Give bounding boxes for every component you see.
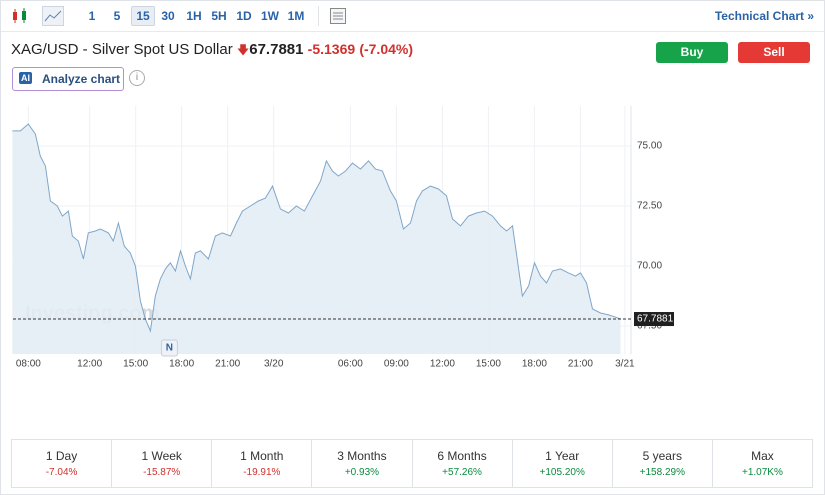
period-label: 1 Year [545,449,580,463]
buy-button[interactable]: Buy [656,42,728,63]
area-fill [12,124,621,354]
interval-button[interactable]: 5 [113,9,121,23]
period-change: +57.26% [442,467,482,478]
y-tick-label: 70.00 [637,261,662,272]
interval-button[interactable]: 1 [88,9,96,23]
y-tick-label: 67.50 [637,321,662,332]
price-chart: Investing.com67.5070.0072.5075.0008:0012… [12,106,674,370]
ai-badge: AI [19,72,32,84]
news-marker-label: N [166,343,173,354]
interval-button[interactable]: 1W [261,9,279,23]
x-tick-label: 12:00 [430,359,455,370]
interval-button[interactable]: 5H [211,9,227,23]
x-tick-label: 06:00 [338,359,363,370]
performance-cell: 1 Month -19.91% [212,440,313,487]
last-price-box [634,312,674,327]
change: -5.1369 [307,41,356,57]
period-change: +1.07K% [742,467,783,478]
y-tick-label: 75.00 [637,141,662,152]
performance-cell: 3 Months +0.93% [312,440,413,487]
interval-button[interactable]: 30 [161,9,175,23]
period-label: Max [751,449,774,463]
interval-button[interactable]: 1D [236,9,252,23]
interval-button[interactable]: 1M [287,9,305,23]
x-tick-label: 15:00 [476,359,501,370]
period-change: +105.20% [539,467,585,478]
news-marker[interactable] [160,339,178,357]
period-change: -19.91% [243,467,281,478]
period-label: 3 Months [337,449,387,463]
instrument-header: XAG/USD - Silver Spot US Dollar 🡇67.7881… [11,41,413,62]
x-tick-label: 21:00 [215,359,240,370]
info-icon[interactable]: i [129,70,145,86]
y-tick-label: 72.50 [637,201,662,212]
performance-table: 1 Day -7.04% 1 Week -15.87% 1 Month -19.91% 3 … [11,439,813,488]
x-tick-label: 3/21 [615,359,635,370]
price: 67.7881 [249,41,304,58]
technical-chart-link[interactable]: Technical Chart » [714,9,814,23]
divider [318,6,319,26]
layout-icon[interactable] [330,8,346,24]
performance-cell: 1 Week -15.87% [112,440,213,487]
candle-icon[interactable] [11,8,29,24]
period-label: 1 Month [240,449,284,463]
performance-cell: 6 Months +57.26% [413,440,513,487]
down-arrow: 🡇 [236,43,250,57]
x-tick-label: 09:00 [384,359,409,370]
analyze-label: Analyze chart [42,72,121,86]
x-tick-label: 18:00 [522,359,547,370]
period-change: -15.87% [143,467,181,478]
x-tick-label: 21:00 [568,359,593,370]
analyze-button[interactable]: AI Analyze chart [12,67,124,91]
instrument-title: XAG/USD - Silver Spot US Dollar [11,41,233,58]
performance-cell: 1 Year +105.20% [513,440,613,487]
period-label: 1 Week [141,449,182,463]
interval-button[interactable]: 1H [186,9,202,23]
x-tick-label: 18:00 [169,359,194,370]
last-price-label: 67.7881 [637,314,674,325]
x-tick-label: 3/20 [264,359,284,370]
period-label: 1 Day [45,449,78,463]
interval-button[interactable]: 15 [131,6,155,26]
price-line [12,123,621,333]
period-change: +158.29% [639,467,685,478]
period-label: 5 years [642,449,682,463]
toolbar: 1 5 15 30 1H 5H 1D 1W 1M Technical Chart » [1,1,824,32]
x-tick-label: 08:00 [16,359,41,370]
sell-button[interactable]: Sell [738,42,810,63]
x-tick-label: 15:00 [123,359,148,370]
area-icon[interactable] [42,6,64,26]
change-pct: (-7.04%) [359,41,413,57]
period-change: -7.04% [45,467,78,478]
x-tick-label: 12:00 [77,359,102,370]
performance-cell: Max +1.07K% [713,440,812,487]
period-label: 6 Months [437,449,487,463]
performance-cell: 1 Day -7.04% [12,440,113,487]
performance-cell: 5 years +158.29% [613,440,713,487]
period-change: +0.93% [344,467,380,478]
